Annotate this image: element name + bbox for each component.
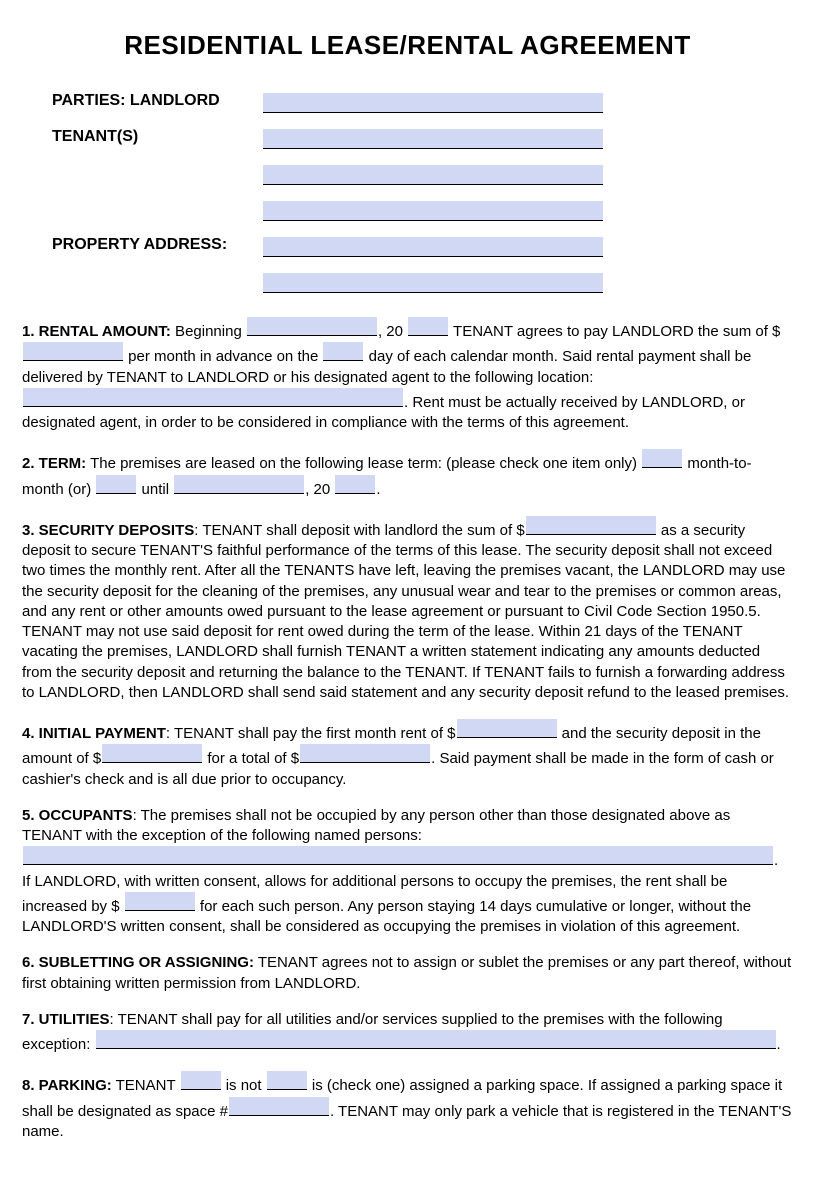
- tenant-field-2[interactable]: [263, 165, 603, 185]
- c1-t4: per month in advance on the: [124, 348, 322, 365]
- rental-location-field[interactable]: [23, 388, 403, 407]
- c3-t1: : TENANT shall deposit with landlord the…: [194, 522, 524, 539]
- header-section: PARTIES: LANDLORD TENANT(S) PROPERTY ADD…: [22, 81, 793, 293]
- security-deposit-field[interactable]: [102, 744, 202, 763]
- term-mtm-check-field[interactable]: [642, 449, 682, 468]
- tenant-field-1[interactable]: [263, 129, 603, 149]
- c8-t1: TENANT: [112, 1077, 180, 1094]
- clause-parking: 8. PARKING: TENANT is not is (check one)…: [22, 1071, 793, 1142]
- term-or-check-field[interactable]: [96, 475, 136, 494]
- c3-t2: as a security deposit to secure TENANT'S…: [22, 522, 789, 701]
- clause-term: 2. TERM: The premises are leased on the …: [22, 449, 793, 500]
- tenants-row-2: [52, 153, 793, 185]
- utilities-exception-field[interactable]: [96, 1030, 776, 1049]
- first-month-rent-field[interactable]: [457, 719, 557, 738]
- clause-security-deposits: 3. SECURITY DEPOSITS: TENANT shall depos…: [22, 516, 793, 703]
- landlord-field[interactable]: [263, 93, 603, 113]
- parking-space-number-field[interactable]: [229, 1097, 329, 1116]
- additional-rent-field[interactable]: [125, 892, 195, 911]
- spacer: [52, 183, 262, 185]
- c1-t1: Beginning: [171, 323, 246, 340]
- c2-t5: .: [376, 481, 380, 498]
- clause-2-heading: 2. TERM:: [22, 455, 86, 472]
- c1-t3: TENANT agrees to pay LANDLORD the sum of…: [449, 323, 780, 340]
- clause-6-heading: 6. SUBLETTING OR ASSIGNING:: [22, 954, 254, 971]
- clause-1-heading: 1. RENTAL AMOUNT:: [22, 323, 171, 340]
- c8-t2: is not: [222, 1077, 266, 1094]
- tenant-field-3[interactable]: [263, 201, 603, 221]
- c1-t2: , 20: [378, 323, 407, 340]
- clause-initial-payment: 4. INITIAL PAYMENT: TENANT shall pay the…: [22, 719, 793, 790]
- clause-4-heading: 4. INITIAL PAYMENT: [22, 725, 166, 742]
- tenants-row-3: [52, 189, 793, 221]
- security-deposit-amount-field[interactable]: [526, 516, 656, 535]
- spacer: [52, 219, 262, 221]
- property-field-2[interactable]: [263, 273, 603, 293]
- property-row-1: PROPERTY ADDRESS:: [52, 225, 793, 257]
- rental-day-field[interactable]: [323, 342, 363, 361]
- parties-landlord-label: PARTIES: LANDLORD: [52, 90, 262, 114]
- clause-occupants: 5. OCCUPANTS: The premises shall not be …: [22, 806, 793, 938]
- property-address-label: PROPERTY ADDRESS:: [52, 234, 262, 258]
- parking-is-check-field[interactable]: [267, 1071, 307, 1090]
- clause-3-heading: 3. SECURITY DEPOSITS: [22, 522, 194, 539]
- tenants-label: TENANT(S): [52, 126, 262, 150]
- document-title: RESIDENTIAL LEASE/RENTAL AGREEMENT: [22, 28, 793, 63]
- term-until-year-field[interactable]: [335, 475, 375, 494]
- clause-subletting: 6. SUBLETTING OR ASSIGNING: TENANT agree…: [22, 953, 793, 994]
- c4-t1: : TENANT shall pay the first month rent …: [166, 725, 456, 742]
- c5-t2: .: [774, 852, 778, 869]
- c2-t4: , 20: [305, 481, 334, 498]
- c2-t1: The premises are leased on the following…: [86, 455, 641, 472]
- c2-t3: until: [137, 481, 173, 498]
- property-row-2: [52, 261, 793, 293]
- rental-amount-field[interactable]: [23, 342, 123, 361]
- rental-begin-year-field[interactable]: [408, 317, 448, 336]
- term-until-date-field[interactable]: [174, 475, 304, 494]
- clause-rental-amount: 1. RENTAL AMOUNT: Beginning , 20 TENANT …: [22, 317, 793, 433]
- rental-begin-date-field[interactable]: [247, 317, 377, 336]
- clause-utilities: 7. UTILITIES: TENANT shall pay for all u…: [22, 1010, 793, 1056]
- c4-t3: for a total of $: [203, 750, 299, 767]
- tenants-row-1: TENANT(S): [52, 117, 793, 149]
- clause-7-heading: 7. UTILITIES: [22, 1011, 110, 1028]
- clause-5-heading: 5. OCCUPANTS: [22, 807, 133, 824]
- occupants-names-field[interactable]: [23, 846, 773, 865]
- parking-isnot-check-field[interactable]: [181, 1071, 221, 1090]
- spacer: [52, 291, 262, 293]
- c7-t2: .: [777, 1036, 781, 1053]
- property-field-1[interactable]: [263, 237, 603, 257]
- clause-8-heading: 8. PARKING:: [22, 1077, 112, 1094]
- landlord-row: PARTIES: LANDLORD: [52, 81, 793, 113]
- total-payment-field[interactable]: [300, 744, 430, 763]
